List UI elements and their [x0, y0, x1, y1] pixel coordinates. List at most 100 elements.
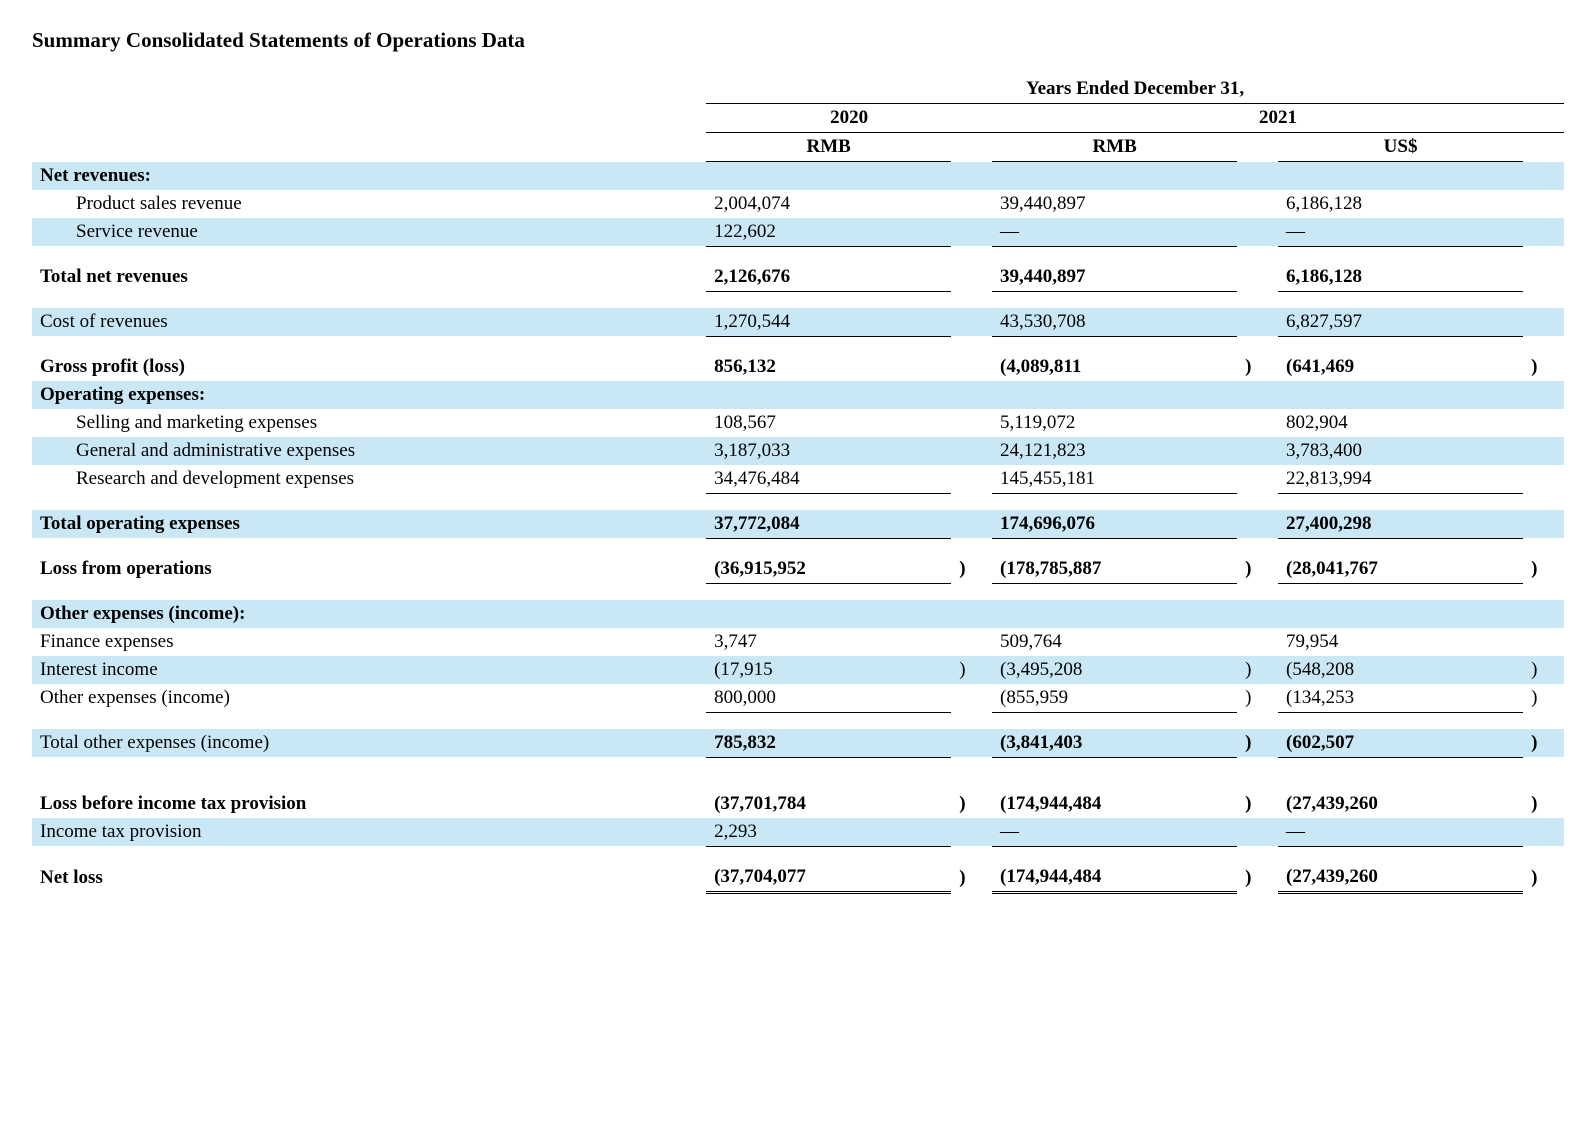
cell: (855,959 — [992, 684, 1237, 713]
paren: ) — [1523, 555, 1564, 584]
row-label: Interest income — [32, 656, 706, 684]
table-row: Income tax provision 2,293 — — — [32, 818, 1564, 847]
row-label: Product sales revenue — [32, 190, 706, 218]
cell: — — [992, 218, 1237, 247]
cell: (174,944,484 — [992, 863, 1237, 893]
table-row: Loss from operations (36,915,952) (178,7… — [32, 555, 1564, 584]
cell: 856,132 — [706, 353, 951, 381]
row-label: Total other expenses (income) — [32, 729, 706, 758]
col-2020: 2020 — [706, 104, 992, 133]
cell: — — [992, 818, 1237, 847]
cell: 145,455,181 — [992, 465, 1237, 494]
table-row: Other expenses (income) 800,000 (855,959… — [32, 684, 1564, 713]
table-row: Cost of revenues 1,270,544 43,530,708 6,… — [32, 308, 1564, 337]
row-label: Selling and marketing expenses — [32, 409, 706, 437]
col-rmb-2021: RMB — [992, 133, 1237, 162]
paren: ) — [1237, 684, 1278, 713]
cell: 3,747 — [706, 628, 951, 656]
row-label: Income tax provision — [32, 818, 706, 847]
cell: (37,701,784 — [706, 790, 951, 818]
years-header: Years Ended December 31, — [706, 75, 1564, 104]
paren: ) — [1237, 863, 1278, 893]
table-row: Total other expenses (income) 785,832 (3… — [32, 729, 1564, 758]
paren: ) — [1523, 684, 1564, 713]
col-usd-2021: US$ — [1278, 133, 1523, 162]
cell: 6,827,597 — [1278, 308, 1523, 337]
paren: ) — [1237, 790, 1278, 818]
paren: ) — [951, 656, 992, 684]
row-label: Other expenses (income): — [32, 600, 706, 628]
row-label: Service revenue — [32, 218, 706, 247]
col-rmb-2020: RMB — [706, 133, 951, 162]
cell: 6,186,128 — [1278, 263, 1523, 292]
table-row: General and administrative expenses 3,18… — [32, 437, 1564, 465]
cell: (3,841,403 — [992, 729, 1237, 758]
cell: 22,813,994 — [1278, 465, 1523, 494]
cell: 39,440,897 — [992, 263, 1237, 292]
table-header-row: 2020 2021 — [32, 104, 1564, 133]
row-label: Loss from operations — [32, 555, 706, 584]
table-header-row: Years Ended December 31, — [32, 75, 1564, 104]
paren: ) — [1237, 353, 1278, 381]
cell: 108,567 — [706, 409, 951, 437]
table-row: Net revenues: — [32, 162, 1564, 190]
row-label: Net loss — [32, 863, 706, 893]
table-row: Selling and marketing expenses 108,567 5… — [32, 409, 1564, 437]
table-row: Total net revenues 2,126,676 39,440,897 … — [32, 263, 1564, 292]
table-row: Gross profit (loss) 856,132 (4,089,811) … — [32, 353, 1564, 381]
row-label: Loss before income tax provision — [32, 790, 706, 818]
cell: (548,208 — [1278, 656, 1523, 684]
table-row: Interest income (17,915) (3,495,208) (54… — [32, 656, 1564, 684]
row-label: Cost of revenues — [32, 308, 706, 337]
paren: ) — [1237, 729, 1278, 758]
row-label: Net revenues: — [32, 162, 706, 190]
paren: ) — [1237, 656, 1278, 684]
cell: 2,126,676 — [706, 263, 951, 292]
cell: 34,476,484 — [706, 465, 951, 494]
cell: — — [1278, 218, 1523, 247]
cell: 509,764 — [992, 628, 1237, 656]
page-title: Summary Consolidated Statements of Opera… — [32, 28, 1564, 53]
cell: 3,187,033 — [706, 437, 951, 465]
table-header-row: RMB RMB US$ — [32, 133, 1564, 162]
cell: 1,270,544 — [706, 308, 951, 337]
row-label: Gross profit (loss) — [32, 353, 706, 381]
cell: (27,439,260 — [1278, 790, 1523, 818]
cell: (602,507 — [1278, 729, 1523, 758]
table-row: Loss before income tax provision (37,701… — [32, 790, 1564, 818]
cell: — — [1278, 818, 1523, 847]
cell: (37,704,077 — [706, 863, 951, 893]
table-row: Service revenue 122,602 — — — [32, 218, 1564, 247]
cell: (17,915 — [706, 656, 951, 684]
table-row: Operating expenses: — [32, 381, 1564, 409]
row-label: Other expenses (income) — [32, 684, 706, 713]
paren: ) — [1523, 353, 1564, 381]
col-2021: 2021 — [992, 104, 1564, 133]
table-row: Product sales revenue 2,004,074 39,440,8… — [32, 190, 1564, 218]
cell: (28,041,767 — [1278, 555, 1523, 584]
row-label: Total net revenues — [32, 263, 706, 292]
paren: ) — [1523, 729, 1564, 758]
cell: 122,602 — [706, 218, 951, 247]
cell: 2,004,074 — [706, 190, 951, 218]
table-row: Net loss (37,704,077) (174,944,484) (27,… — [32, 863, 1564, 893]
paren: ) — [1523, 863, 1564, 893]
paren: ) — [951, 790, 992, 818]
cell: 43,530,708 — [992, 308, 1237, 337]
table-row: Other expenses (income): — [32, 600, 1564, 628]
cell: 6,186,128 — [1278, 190, 1523, 218]
paren: ) — [1523, 790, 1564, 818]
cell: (27,439,260 — [1278, 863, 1523, 893]
cell: (174,944,484 — [992, 790, 1237, 818]
cell: 802,904 — [1278, 409, 1523, 437]
cell: (36,915,952 — [706, 555, 951, 584]
cell: 39,440,897 — [992, 190, 1237, 218]
row-label: Finance expenses — [32, 628, 706, 656]
paren: ) — [951, 863, 992, 893]
cell: 3,783,400 — [1278, 437, 1523, 465]
paren: ) — [1237, 555, 1278, 584]
cell: (641,469 — [1278, 353, 1523, 381]
cell: (3,495,208 — [992, 656, 1237, 684]
table-row: Research and development expenses 34,476… — [32, 465, 1564, 494]
row-label: Operating expenses: — [32, 381, 706, 409]
